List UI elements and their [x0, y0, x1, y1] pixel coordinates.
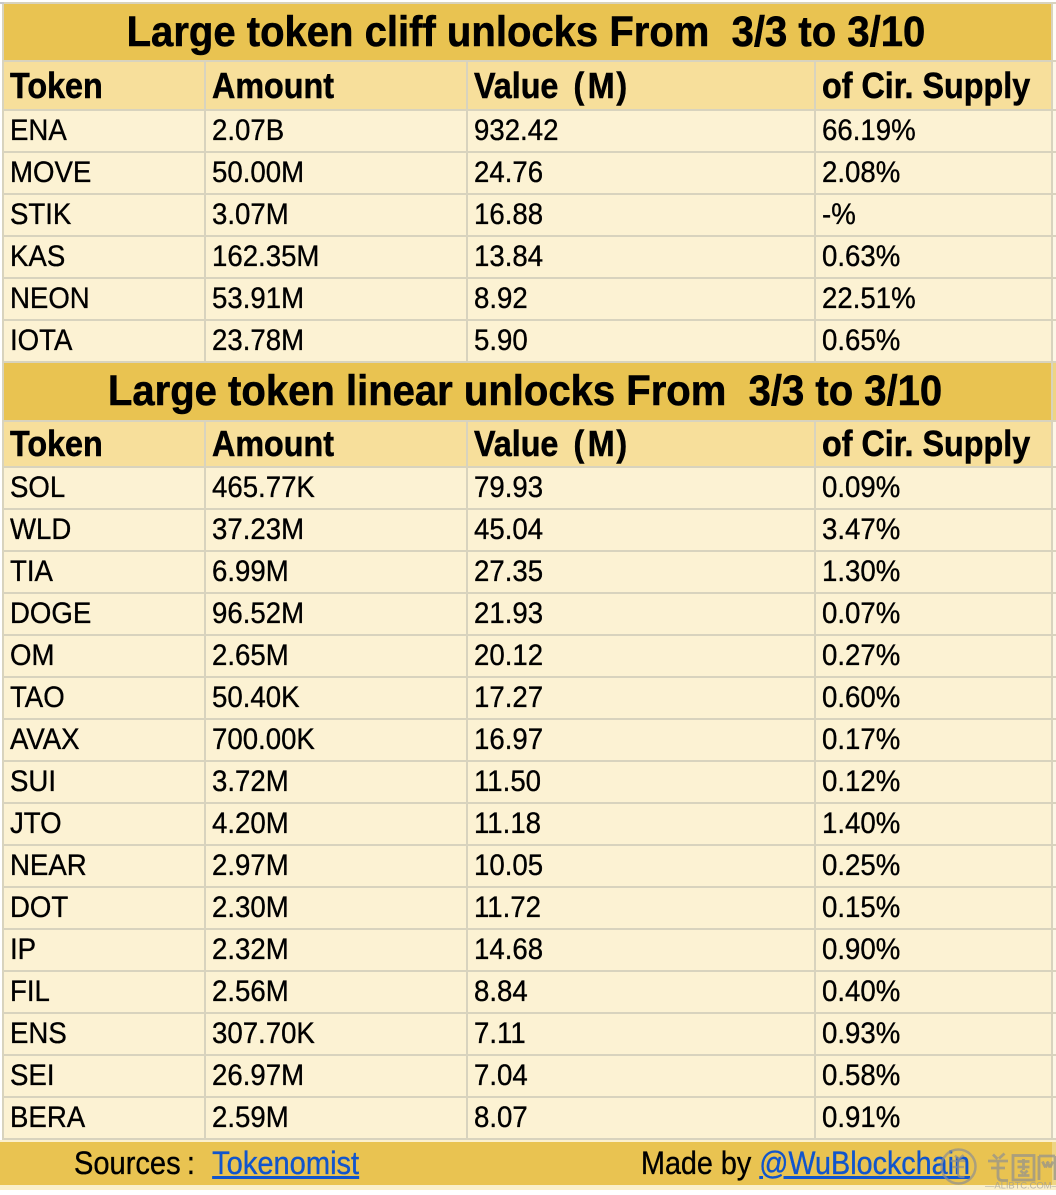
svg-text:—ALIBTC.COM—: —ALIBTC.COM— — [985, 1181, 1056, 1191]
